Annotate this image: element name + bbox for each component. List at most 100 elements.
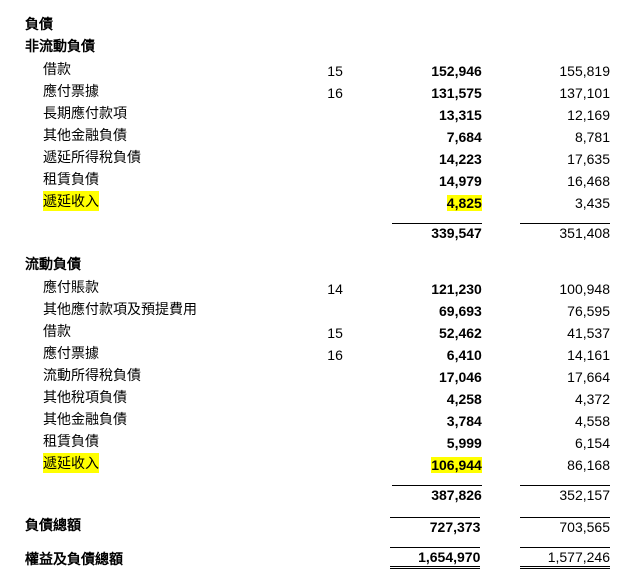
row-value-prior: 17,635 (492, 146, 615, 168)
row-note (306, 102, 363, 124)
row-note (306, 386, 363, 408)
row-value-current: 13,315 (364, 102, 492, 124)
equity-liabilities-total-v2: 1,577,246 (490, 546, 615, 570)
row-label: 其他金融負債 (25, 408, 306, 430)
row-label: 遞延所得稅負債 (25, 146, 306, 168)
row-value-prior: 4,372 (492, 386, 615, 408)
non-current-table: 借款15152,946155,819應付票據16131,575137,101長期… (25, 58, 615, 242)
row-note: 15 (306, 320, 363, 342)
table-row: 其他金融負債 3,7844,558 (25, 408, 615, 430)
row-value-prior: 16,468 (492, 168, 615, 190)
row-value-prior: 4,558 (492, 408, 615, 430)
row-label: 應付賬款 (25, 276, 306, 298)
liabilities-total-label: 負債總額 (25, 514, 302, 536)
equity-liabilities-total-row: 權益及負債總額 1,654,970 1,577,246 (25, 546, 615, 570)
row-value-current: 14,223 (364, 146, 492, 168)
row-value-prior: 3,435 (492, 190, 615, 212)
row-value-prior: 100,948 (492, 276, 615, 298)
row-note (306, 298, 363, 320)
table-row: 遞延所得稅負債 14,22317,635 (25, 146, 615, 168)
row-value-current: 4,258 (364, 386, 492, 408)
row-note (306, 124, 363, 146)
row-note: 16 (306, 80, 363, 102)
row-value-current: 6,410 (364, 342, 492, 364)
row-value-current: 131,575 (364, 80, 492, 102)
row-value-prior: 8,781 (492, 124, 615, 146)
current-table: 應付賬款14121,230100,948其他應付款項及預提費用69,69376,… (25, 276, 615, 504)
row-note (306, 146, 363, 168)
current-liabilities-heading: 流動負債 (25, 254, 615, 274)
row-value-current: 52,462 (364, 320, 492, 342)
row-note: 15 (306, 58, 363, 80)
table-row: 長期應付款項 13,31512,169 (25, 102, 615, 124)
subtotal-v2: 351,408 (492, 222, 615, 242)
row-label: 遞延收入 (25, 452, 306, 474)
row-label: 應付票據 (25, 342, 306, 364)
row-label: 租賃負債 (25, 168, 306, 190)
table-row: 遞延收入 4,8253,435 (25, 190, 615, 212)
table-row: 租賃負債 14,97916,468 (25, 168, 615, 190)
row-label: 長期應付款項 (25, 102, 306, 124)
liabilities-heading: 負債 (25, 14, 615, 34)
row-value-current: 5,999 (364, 430, 492, 452)
row-label: 借款 (25, 320, 306, 342)
subtotal-v1: 387,826 (364, 484, 492, 504)
row-note (306, 452, 363, 474)
subtotal-row: 387,826352,157 (25, 484, 615, 504)
row-value-current: 69,693 (364, 298, 492, 320)
row-value-current: 121,230 (364, 276, 492, 298)
row-label: 流動所得稅負債 (25, 364, 306, 386)
subtotal-v2: 352,157 (492, 484, 615, 504)
row-value-current: 4,825 (364, 190, 492, 212)
row-label: 其他金融負債 (25, 124, 306, 146)
row-value-prior: 137,101 (492, 80, 615, 102)
row-value-current: 152,946 (364, 58, 492, 80)
row-note: 16 (306, 342, 363, 364)
row-value-current: 7,684 (364, 124, 492, 146)
row-value-current: 3,784 (364, 408, 492, 430)
totals-table: 負債總額 727,373 703,565 權益及負債總額 1,654,970 1… (25, 514, 615, 570)
table-row: 借款1552,46241,537 (25, 320, 615, 342)
row-note (306, 364, 363, 386)
table-row: 應付票據16131,575137,101 (25, 80, 615, 102)
subtotal-row: 339,547351,408 (25, 222, 615, 242)
table-row: 流動所得稅負債 17,04617,664 (25, 364, 615, 386)
row-value-prior: 155,819 (492, 58, 615, 80)
liabilities-total-row: 負債總額 727,373 703,565 (25, 514, 615, 536)
row-label: 租賃負債 (25, 430, 306, 452)
equity-liabilities-total-v1: 1,654,970 (361, 546, 491, 570)
liabilities-total-v2: 703,565 (490, 514, 615, 536)
liabilities-total-v1: 727,373 (361, 514, 491, 536)
row-value-prior: 17,664 (492, 364, 615, 386)
equity-liabilities-total-label: 權益及負債總額 (25, 546, 302, 570)
row-note (306, 408, 363, 430)
row-label: 其他稅項負債 (25, 386, 306, 408)
row-value-current: 17,046 (364, 364, 492, 386)
table-row: 其他應付款項及預提費用 69,69376,595 (25, 298, 615, 320)
row-note (306, 430, 363, 452)
row-value-prior: 6,154 (492, 430, 615, 452)
table-row: 其他稅項負債 4,2584,372 (25, 386, 615, 408)
table-row: 應付賬款14121,230100,948 (25, 276, 615, 298)
row-value-prior: 12,169 (492, 102, 615, 124)
row-value-current: 106,944 (364, 452, 492, 474)
row-value-prior: 14,161 (492, 342, 615, 364)
row-value-current: 14,979 (364, 168, 492, 190)
row-value-prior: 41,537 (492, 320, 615, 342)
table-row: 遞延收入 106,94486,168 (25, 452, 615, 474)
row-note (306, 168, 363, 190)
row-label: 遞延收入 (25, 190, 306, 212)
row-label: 應付票據 (25, 80, 306, 102)
row-label: 借款 (25, 58, 306, 80)
non-current-liabilities-heading: 非流動負債 (25, 36, 615, 56)
table-row: 借款15152,946155,819 (25, 58, 615, 80)
table-row: 租賃負債 5,9996,154 (25, 430, 615, 452)
table-row: 其他金融負債 7,6848,781 (25, 124, 615, 146)
row-value-prior: 86,168 (492, 452, 615, 474)
row-value-prior: 76,595 (492, 298, 615, 320)
row-note: 14 (306, 276, 363, 298)
row-label: 其他應付款項及預提費用 (25, 298, 306, 320)
table-row: 應付票據166,41014,161 (25, 342, 615, 364)
row-note (306, 190, 363, 212)
subtotal-v1: 339,547 (364, 222, 492, 242)
